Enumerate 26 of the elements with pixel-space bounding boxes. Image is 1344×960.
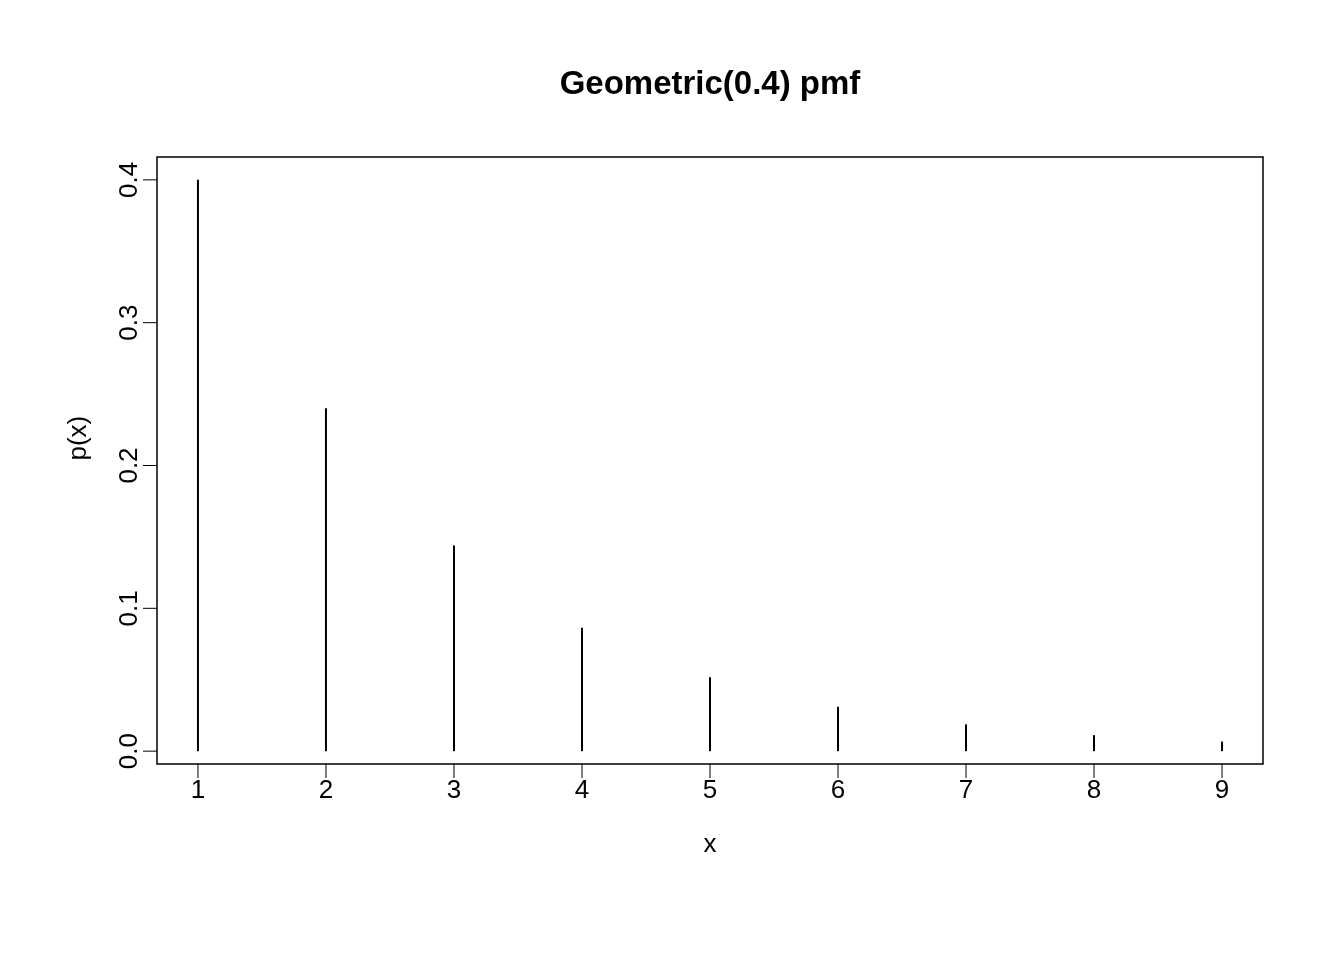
y-tick-label: 0.2 bbox=[113, 447, 143, 484]
bar bbox=[1221, 741, 1224, 752]
x-tick-label: 9 bbox=[1214, 774, 1230, 805]
x-tick-label: 3 bbox=[446, 774, 462, 805]
y-tick-label: 0.1 bbox=[113, 590, 143, 627]
bar bbox=[709, 677, 711, 752]
chart-title: Geometric(0.4) pmf bbox=[558, 64, 862, 102]
x-tick-label: 1 bbox=[190, 774, 206, 805]
bar bbox=[965, 724, 968, 752]
y-tick-label: 0.4 bbox=[113, 161, 143, 198]
bar bbox=[324, 408, 327, 752]
x-tick-label: 6 bbox=[830, 774, 846, 805]
y-tick-label: 0.0 bbox=[113, 733, 143, 770]
x-tick-label: 5 bbox=[702, 774, 718, 805]
x-axis-title: x bbox=[703, 828, 717, 858]
x-tick-label: 4 bbox=[574, 774, 590, 805]
x-tick-label: 7 bbox=[958, 774, 974, 805]
bar bbox=[196, 179, 199, 752]
bar bbox=[837, 706, 839, 752]
x-tick-label: 2 bbox=[318, 774, 334, 805]
y-axis-title: p(x) bbox=[62, 415, 93, 461]
bar bbox=[452, 545, 455, 752]
bar bbox=[1093, 735, 1096, 752]
y-tick-label: 0.3 bbox=[113, 304, 143, 341]
bar bbox=[580, 627, 583, 752]
x-tick-label: 8 bbox=[1086, 774, 1102, 805]
